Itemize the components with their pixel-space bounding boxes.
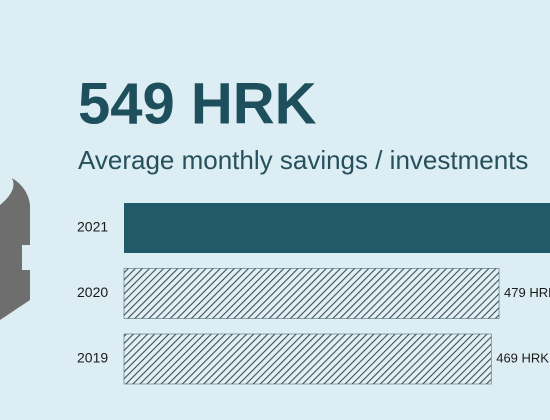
y-tick-label: 2021 [77,219,108,235]
value-label: 469 HRK [496,350,549,365]
y-tick-label: 2020 [77,284,108,300]
y-tick-label: 2019 [77,350,108,366]
chart-title: 549 HRK [78,71,317,136]
icon [0,178,30,320]
chart-subtitle: Average monthly savings / investments [78,145,528,175]
bar [123,333,492,385]
value-label: 479 HRK [504,285,550,300]
bar [123,268,500,319]
bar [124,203,550,253]
